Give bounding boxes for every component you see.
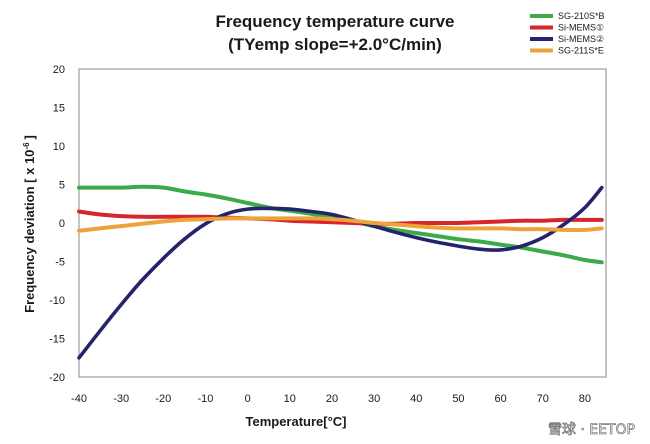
legend-label-2: Si-MEMS① — [558, 23, 604, 33]
x-tick-label: 40 — [410, 393, 422, 405]
y-tick-label: 20 — [53, 64, 65, 76]
chart-title-line-2: (TYemp slope=+2.0°C/min) — [228, 35, 442, 54]
x-tick-label: 70 — [537, 393, 549, 405]
x-tick-label: 50 — [452, 393, 464, 405]
x-tick-label: 20 — [326, 393, 338, 405]
y-tick-label: -15 — [49, 334, 65, 346]
y-tick-label: 10 — [53, 141, 65, 153]
x-tick-label: 30 — [368, 393, 380, 405]
x-tick-label: 10 — [284, 393, 296, 405]
legend-label-4: SG-211S*E — [558, 46, 604, 56]
plot-area-frame — [78, 68, 607, 378]
series-line-2 — [77, 209, 604, 226]
series-line-4 — [77, 216, 604, 233]
series-layer — [77, 184, 604, 360]
y-axis-ticks: -20 -15 -10 -5 0 5 10 15 20 — [49, 64, 65, 384]
y-tick-label: 5 — [59, 180, 65, 192]
y-tick-label: -5 — [55, 257, 65, 269]
chart-title-line-1: Frequency temperature curve — [215, 12, 454, 31]
y-axis-title-suffix: ] — [22, 135, 37, 139]
series-line-1 — [77, 184, 604, 265]
y-tick-label: -20 — [49, 372, 65, 384]
y-axis-title-main: Frequency deviation [ x 10 — [22, 150, 37, 313]
legend-label-1: SG-210S*B — [558, 11, 605, 21]
watermark: 雪球 · EETOP — [548, 422, 636, 439]
x-tick-label: -10 — [198, 393, 214, 405]
x-tick-label: -30 — [113, 393, 129, 405]
y-tick-label: 0 — [59, 218, 65, 230]
x-tick-label: -40 — [71, 393, 87, 405]
y-axis-title: Frequency deviation [ x 10-6] — [22, 135, 37, 313]
y-axis-title-exponent: -6 — [22, 142, 31, 150]
y-tick-label: 15 — [53, 103, 65, 115]
x-axis-ticks: -40 -30 -20 -10 0 10 20 30 40 50 60 70 80 — [71, 393, 591, 405]
legend-label-3: Si-MEMS② — [558, 34, 604, 44]
x-tick-label: 80 — [579, 393, 591, 405]
x-axis-title: Temperature[°C] — [245, 414, 346, 429]
chart-title: Frequency temperature curve (TYemp slope… — [215, 12, 454, 54]
y-tick-label: -10 — [49, 295, 65, 307]
x-tick-label: 0 — [245, 393, 251, 405]
x-tick-label: 60 — [494, 393, 506, 405]
x-tick-label: -20 — [155, 393, 171, 405]
watermark-text: 雪球 · EETOP — [548, 422, 635, 438]
series-line-3 — [77, 185, 604, 360]
